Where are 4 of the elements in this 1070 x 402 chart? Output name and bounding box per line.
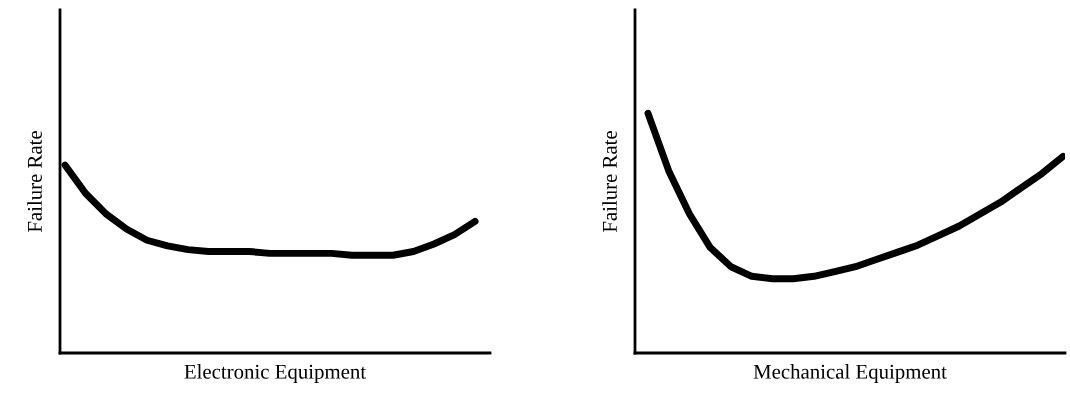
y-axis-title: Failure Rate xyxy=(602,131,617,233)
y-axis-title: Failure Rate xyxy=(27,131,42,233)
x-axis-title: Mechanical Equipment xyxy=(753,364,947,383)
x-axis-title: Electronic Equipment xyxy=(184,364,366,383)
